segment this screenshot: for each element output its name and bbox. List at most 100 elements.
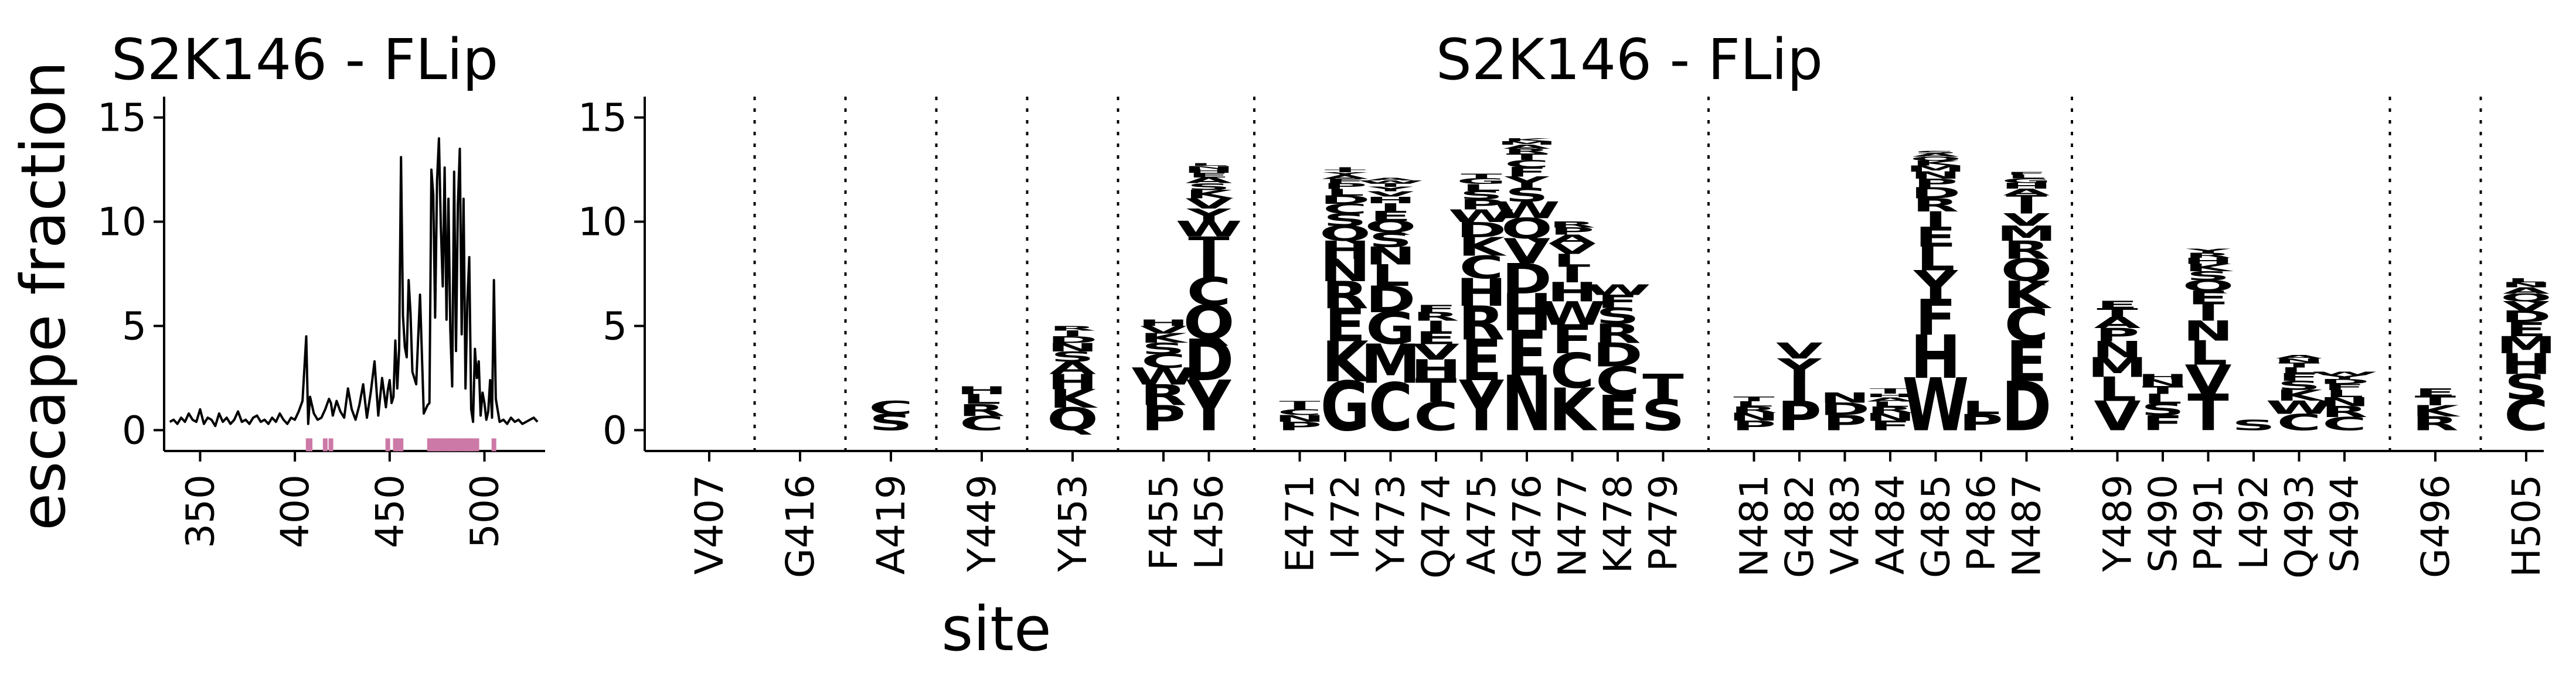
logo-letter: D [1820,399,1870,419]
site-tick-label: K478 [1595,474,1641,573]
highlight-site-marker [393,438,398,452]
logo-letter: I [1288,404,1311,411]
logo-letter: C [2322,413,2367,435]
logo-y-tick-label: 5 [603,303,627,349]
logo-letter: W [2266,397,2333,419]
logo-letter: S [1914,150,1957,154]
logo-letter: W [1903,363,1969,447]
logo-letter: Y [1368,186,1413,193]
logo-letter: Q [2500,292,2552,304]
logo-letter: T [1188,231,1229,261]
logo-letter: V [1503,231,1550,272]
logo-letter: L [2098,370,2137,409]
line-chart-panel: S2K146 - FLip escape fraction 0 5 10 15 350 4… [8,27,545,548]
highlight-site-marker [442,438,447,452]
logo-letter: N [2138,377,2188,388]
logo-letter: C [1505,158,1549,170]
logo-letter: H [957,384,1007,397]
y-tick-label: 10 [97,200,147,245]
logo-letter: T [2187,384,2229,442]
logo-letter: D [2501,308,2551,326]
logo-letter: F [1415,303,1457,315]
logo-letter: R [2321,403,2368,421]
logo-letter: E [2506,319,2547,341]
logo-letter: S [2277,378,2320,393]
logo-letter: C [1414,394,1458,440]
logo-letter: T [1642,367,1684,408]
logo-letter-stacks: SCCRLHQKHASNDIRPRWCSKVHYDQCITWYVKSAEHNLP… [869,138,2556,449]
highlight-site-marker [328,438,334,452]
logo-letter: F [1870,418,1911,433]
logo-letter: L [2189,333,2228,373]
logo-letter: R [1867,405,1914,415]
logo-letter: C [1369,370,1413,446]
line-chart-title: S2K146 - FLip [111,27,498,93]
logo-letter: A [2094,314,2141,332]
site-tick-label: G482 [1777,474,1822,578]
logo-letter: H [2001,182,2051,190]
site-tick-label: I472 [1323,474,1368,559]
logo-letter: N [2501,281,2551,289]
logo-letter: P [1914,176,1958,190]
logo-letter: P [1777,393,1822,439]
logo-letter: W [1130,363,1197,390]
group-separators [753,97,2482,451]
logo-letter: V [1413,340,1459,365]
logo-letter: P [1323,182,1367,190]
logo-letter: G [1457,177,1506,186]
logo-letter: A [1503,144,1550,150]
site-tick-label: G476 [1505,474,1550,578]
logo-chart-ticks: 0 5 10 15 V407 G416 A419 Y449 Y453 F455 L456 E471 I4… [578,95,2549,579]
logo-chart-axes [644,97,2544,452]
y-axis-label: escape fraction [8,61,79,531]
site-tick-label: A419 [869,474,914,575]
logo-letter: Y [1186,205,1231,226]
site-tick-label: E471 [1278,474,1323,573]
logo-letter: A [1867,396,1914,403]
logo-letter: F [2324,382,2366,392]
logo-letter: L [1326,187,1364,198]
logo-letter: C [1595,358,1640,405]
logo-letter: D [1592,336,1643,374]
logo-letter: D [2319,378,2370,385]
logo-letter: K [2275,387,2325,404]
logo-letter: C [1187,270,1231,315]
logo-letter: V [2003,210,2050,230]
logo-letter: K [1549,377,1597,445]
logo-y-tick-label: 10 [578,200,627,245]
logo-letter: C [959,412,1004,435]
logo-letter: G [1366,303,1415,355]
logo-letter: K [1322,330,1370,395]
logo-letter: I [1924,207,1947,233]
site-tick-label: V483 [1823,474,1868,575]
logo-letter: N [2183,315,2233,347]
logo-letter: F [2142,412,2184,435]
logo-letter: S [1596,303,1639,329]
site-tick-label: A484 [1868,474,1913,575]
escape-line [169,137,539,428]
logo-letter: I [1061,329,1084,338]
site-tick-label: N477 [1550,474,1595,577]
line-chart-ticks: 0 5 10 15 350 400 450 500 [97,95,508,548]
logo-letter: R [1594,318,1641,349]
logo-letter: I [1334,167,1356,170]
logo-letter: Y [2322,374,2367,381]
logo-letter: H [1910,323,1961,392]
logo-letter: V [1186,196,1233,212]
logo-letter: Y [1186,367,1231,447]
logo-letter: Y [1458,367,1504,447]
logo-letter: N [2274,357,2324,364]
site-tick-label: F455 [1141,474,1186,570]
logo-letter: C [2504,391,2548,440]
site-markers [305,438,496,452]
logo-letter: V [2094,392,2141,440]
logo-y-tick-label: 0 [603,408,627,453]
logo-letter: L [1372,258,1410,293]
logo-letter: T [2006,193,2047,206]
logo-letter: K [1185,187,1234,201]
logo-letter: L [2325,388,2364,399]
logo-letter: D [1911,185,1961,202]
escape-line-series [169,137,539,428]
logo-letter: E [1597,385,1639,442]
logo-letter: H [1547,277,1597,308]
